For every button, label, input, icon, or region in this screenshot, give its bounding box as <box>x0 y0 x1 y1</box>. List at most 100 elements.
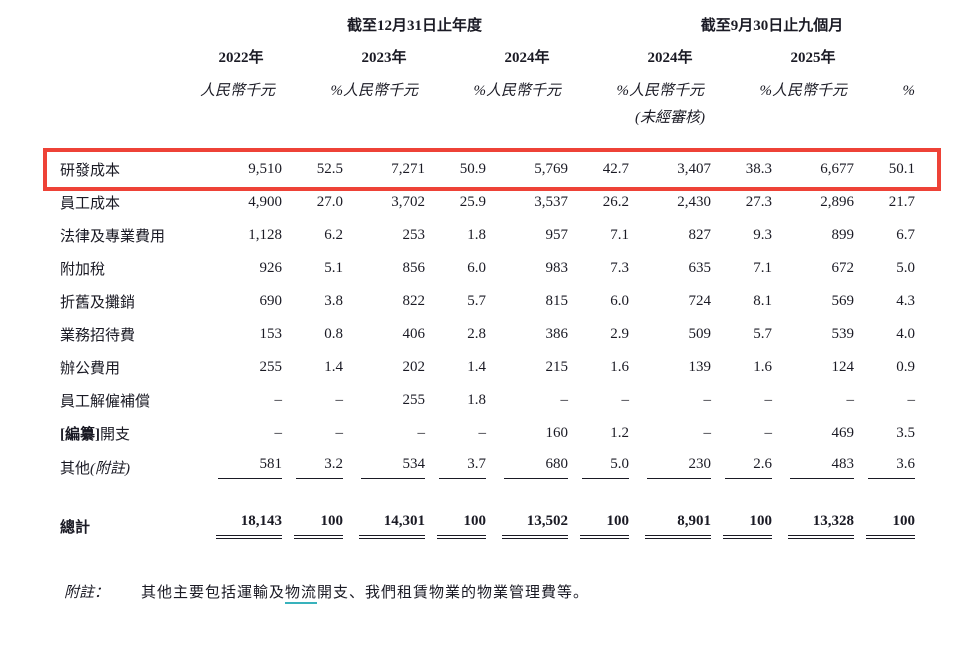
cell-value: 1.8 <box>467 227 486 243</box>
percent-cell: 42.7 <box>568 153 629 186</box>
value-cell: 7,271 <box>343 153 425 186</box>
row-label: 附加稅 <box>60 252 200 285</box>
cell-value: 983 <box>545 260 569 276</box>
row-label-italic-suffix: (附註) <box>90 461 131 477</box>
unaudited-row: (未經審核) <box>60 104 915 127</box>
value-cell: 690 <box>200 285 283 318</box>
percent-cell: 1.4 <box>425 351 486 384</box>
cell-value: 1.4 <box>324 359 343 375</box>
value-cell: 255 <box>343 384 426 417</box>
total-percent-cell: 100 <box>425 507 486 545</box>
cell-value: 3,537 <box>534 194 568 210</box>
row-label-text: 員工成本 <box>60 196 121 212</box>
value-cell: 957 <box>486 219 569 252</box>
row-label-text: 開支 <box>100 427 131 443</box>
row-label: 法律及專業費用 <box>60 219 200 252</box>
year-header-2025: 2025年 <box>790 50 836 66</box>
value-cell: 6,677 <box>772 153 854 186</box>
unit-label: 人民幣千元 <box>200 83 276 99</box>
cell-value: 7.3 <box>610 260 629 276</box>
period-header-nine-months: 截至9月30日止九個月 <box>700 18 844 34</box>
percent-cell: 0.8 <box>282 318 343 351</box>
unit-header-row: 人民幣千元% 人民幣千元% 人民幣千元% 人民幣千元% 人民幣千元% <box>60 79 915 104</box>
total-label: 總計 <box>60 507 200 545</box>
percent-label: % <box>759 83 773 99</box>
row-label-text: 研發成本 <box>60 163 121 179</box>
value-cell: 815 <box>486 285 569 318</box>
total-value-cell: 18,143 <box>200 507 282 545</box>
total-cell-value: 14,301 <box>359 513 425 539</box>
total-cell-value: 100 <box>294 513 343 539</box>
percent-cell: 2.9 <box>568 318 629 351</box>
cell-value: 827 <box>688 227 712 243</box>
value-cell: 926 <box>200 252 283 285</box>
cell-value: 509 <box>688 326 712 342</box>
cell-value: 690 <box>259 293 283 309</box>
value-cell: 483 <box>772 450 854 485</box>
cell-value: 255 <box>402 392 426 408</box>
cell-value: 2,896 <box>820 194 854 210</box>
total-cell-value: 100 <box>866 513 915 539</box>
footnote-prefix: 附註： <box>64 585 110 601</box>
cell-value: 672 <box>831 260 855 276</box>
value-cell: 2,896 <box>772 186 854 219</box>
percent-cell: 1.6 <box>568 351 629 384</box>
cell-value: 9.3 <box>753 227 772 243</box>
unit-pair-2023: 人民幣千元% <box>343 79 486 104</box>
table-row: 員工解僱補償 – – 255 1.8 – – – – – – <box>60 384 915 417</box>
year-header-2022: 2022年 <box>218 50 264 66</box>
cell-value: 2,430 <box>677 194 711 210</box>
cell-value: 1.4 <box>467 359 486 375</box>
row-label-text: 員工解僱補償 <box>60 394 151 410</box>
row-label-text: 法律及專業費用 <box>60 229 166 245</box>
total-percent-cell: 100 <box>282 507 343 545</box>
percent-cell: 5.1 <box>282 252 343 285</box>
percent-cell: 3.7 <box>425 450 486 485</box>
percent-cell: – <box>711 384 773 417</box>
cell-value: 255 <box>259 359 283 375</box>
percent-label: % <box>616 83 630 99</box>
cell-value: 4,900 <box>248 194 282 210</box>
footnote-linked-term[interactable]: 物流 <box>285 585 318 604</box>
cell-value: 539 <box>831 326 855 342</box>
cell-value: 6.0 <box>467 260 486 276</box>
percent-cell: 5.7 <box>425 285 486 318</box>
cell-value: 3.2 <box>296 456 343 479</box>
cell-value: 2.8 <box>467 326 486 342</box>
percent-cell: 2.8 <box>425 318 486 351</box>
cell-value: 124 <box>831 359 855 375</box>
cell-value: 6,677 <box>820 161 854 177</box>
total-cell-value: 100 <box>437 513 486 539</box>
footnote-text: 其他主要包括運輸及物流開支、我們租賃物業的物業管理費等。 <box>141 581 589 604</box>
cell-value: 50.9 <box>459 161 486 177</box>
row-label: 研發成本 <box>60 153 200 186</box>
period-header-annual: 截至12月31日止年度 <box>346 18 482 34</box>
cell-value: – <box>703 425 712 441</box>
value-cell: 672 <box>772 252 855 285</box>
year-header-2024: 2024年 <box>504 50 550 66</box>
table-row: 辦公費用 255 1.4 202 1.4 215 1.6 139 1.6 124 0.9 <box>60 351 915 384</box>
row-label: 折舊及攤銷 <box>60 285 200 318</box>
value-cell: 534 <box>343 450 425 485</box>
total-cell-value: 13,328 <box>788 513 854 539</box>
percent-cell: 3.5 <box>854 417 915 450</box>
cell-value: 1.2 <box>610 425 629 441</box>
table-row: 員工成本 4,900 27.0 3,702 25.9 3,537 26.2 2,430 27.3… <box>60 186 915 219</box>
value-cell: 406 <box>343 318 426 351</box>
percent-cell: – <box>568 384 630 417</box>
cell-value: – <box>478 425 487 441</box>
cell-value: 680 <box>504 456 568 479</box>
percent-cell: 50.9 <box>425 153 486 186</box>
cell-value: 139 <box>688 359 712 375</box>
total-cell-value: 18,143 <box>216 513 282 539</box>
cell-value: 1.6 <box>610 359 629 375</box>
value-cell: 3,407 <box>629 153 711 186</box>
cell-value: 406 <box>402 326 426 342</box>
cell-value: 3.5 <box>896 425 915 441</box>
cell-value: 26.2 <box>602 194 629 210</box>
value-cell: – <box>772 384 855 417</box>
table-body: 研發成本 9,510 52.5 7,271 50.9 5,769 42.7 3,407 38.3… <box>60 153 915 545</box>
cell-value: 5.0 <box>582 456 629 479</box>
row-label: 辦公費用 <box>60 351 200 384</box>
value-cell: 1,128 <box>200 219 282 252</box>
